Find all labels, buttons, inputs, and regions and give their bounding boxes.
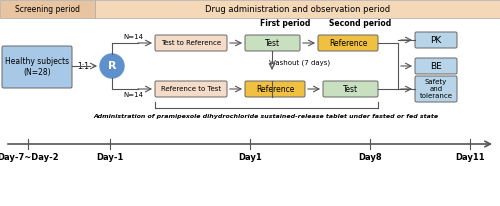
Text: Healthy subjects
(N=28): Healthy subjects (N=28) (5, 57, 69, 77)
Text: Reference: Reference (256, 84, 294, 94)
Text: PK: PK (430, 35, 442, 44)
FancyBboxPatch shape (323, 81, 378, 97)
FancyBboxPatch shape (318, 35, 378, 51)
Text: Test to Reference: Test to Reference (161, 40, 221, 46)
Circle shape (100, 54, 124, 78)
Text: Reference: Reference (329, 39, 367, 48)
FancyBboxPatch shape (155, 81, 227, 97)
Text: Test: Test (265, 39, 280, 48)
Text: Washout (7 days): Washout (7 days) (270, 60, 330, 66)
Text: Second period: Second period (329, 19, 391, 27)
Text: N=14: N=14 (123, 34, 143, 40)
Bar (0, 0, 95, 18)
Text: N=14: N=14 (123, 92, 143, 98)
Text: R: R (108, 61, 116, 71)
Bar (95, 0, 500, 18)
FancyBboxPatch shape (415, 32, 457, 48)
FancyBboxPatch shape (2, 46, 72, 88)
Text: Day-7~Day-2: Day-7~Day-2 (0, 153, 59, 163)
FancyBboxPatch shape (245, 35, 300, 51)
Text: Administration of pramipexole dihydrochloride sustained-release tablet under fas: Administration of pramipexole dihydrochl… (94, 114, 438, 118)
FancyBboxPatch shape (415, 76, 457, 102)
Text: BE: BE (430, 62, 442, 70)
FancyBboxPatch shape (415, 58, 457, 74)
Text: Reference to Test: Reference to Test (161, 86, 221, 92)
Text: Day8: Day8 (358, 153, 382, 163)
FancyBboxPatch shape (245, 81, 305, 97)
Text: First period: First period (260, 19, 310, 27)
Text: Day11: Day11 (455, 153, 485, 163)
Text: Test: Test (343, 84, 358, 94)
Text: Drug administration and observation period: Drug administration and observation peri… (205, 5, 390, 14)
FancyBboxPatch shape (155, 35, 227, 51)
Text: Day1: Day1 (238, 153, 262, 163)
Text: Screening period: Screening period (15, 5, 80, 14)
Text: Day-1: Day-1 (96, 153, 124, 163)
Text: 1:1: 1:1 (77, 62, 89, 70)
Bar (0, 170, 500, 206)
Text: Safety
and
tolerance: Safety and tolerance (420, 79, 452, 99)
